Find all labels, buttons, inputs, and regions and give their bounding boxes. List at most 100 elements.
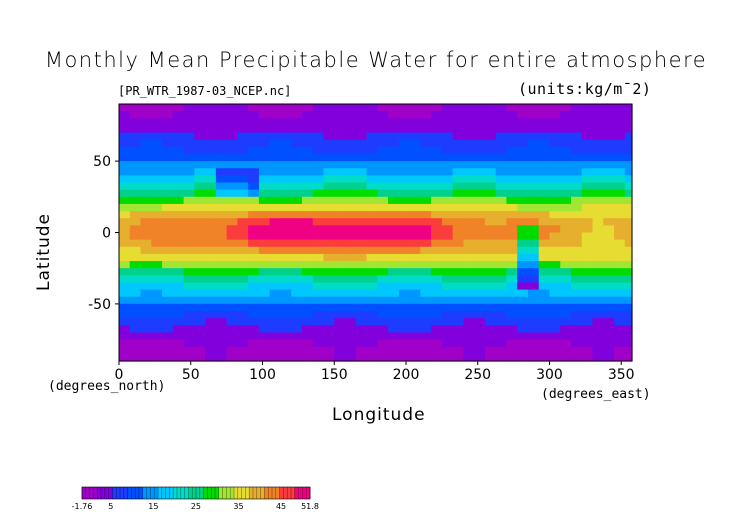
heatmap-cell bbox=[172, 261, 185, 269]
heatmap-cell bbox=[441, 239, 454, 248]
heatmap-cell bbox=[420, 125, 432, 134]
heatmap-cell bbox=[151, 111, 163, 119]
heatmap-cell bbox=[452, 225, 464, 234]
heatmap-cell bbox=[581, 153, 594, 162]
heatmap-cell bbox=[355, 203, 368, 212]
heatmap-cell bbox=[549, 346, 561, 355]
heatmap-cell bbox=[280, 353, 292, 362]
heatmap-cell bbox=[172, 289, 185, 298]
heatmap-cell bbox=[280, 289, 292, 298]
heatmap-cell bbox=[441, 211, 454, 219]
heatmap-cell bbox=[172, 146, 185, 155]
heatmap-cell bbox=[463, 246, 475, 255]
heatmap-cell bbox=[484, 175, 497, 184]
heatmap-cell bbox=[269, 146, 282, 155]
heatmap-cell bbox=[355, 339, 368, 348]
heatmap-cell bbox=[581, 232, 594, 241]
heatmap-cell bbox=[560, 332, 572, 341]
heatmap-cell bbox=[334, 182, 346, 191]
heatmap-cell bbox=[538, 261, 551, 269]
heatmap-cell bbox=[388, 246, 400, 255]
heatmap-cell bbox=[614, 168, 626, 176]
heatmap-cell bbox=[226, 175, 238, 184]
heatmap-cell bbox=[237, 325, 249, 334]
heatmap-cell bbox=[226, 232, 238, 241]
heatmap-cell bbox=[409, 311, 421, 319]
heatmap-cell bbox=[334, 239, 346, 248]
heatmap-cell bbox=[506, 332, 518, 341]
heatmap-cell bbox=[291, 175, 303, 184]
heatmap-cell bbox=[119, 332, 131, 341]
colorbar-swatch bbox=[161, 487, 166, 499]
heatmap-cell bbox=[571, 318, 583, 326]
heatmap-cell bbox=[571, 118, 583, 127]
heatmap-cell bbox=[571, 268, 583, 276]
heatmap-cell bbox=[581, 203, 594, 212]
heatmap-cell bbox=[409, 296, 421, 305]
colorbar-swatch bbox=[139, 487, 144, 499]
heatmap-cell bbox=[301, 325, 314, 334]
heatmap-cell bbox=[431, 175, 443, 184]
heatmap-cell bbox=[162, 203, 174, 212]
heatmap-cell bbox=[194, 289, 206, 298]
heatmap-cell bbox=[495, 253, 508, 262]
heatmap-cell bbox=[388, 332, 400, 341]
heatmap-cell bbox=[581, 225, 594, 234]
heatmap-cell bbox=[463, 339, 475, 348]
heatmap-cell bbox=[463, 282, 475, 291]
heatmap-cell bbox=[377, 168, 389, 176]
heatmap-cell bbox=[323, 182, 335, 191]
heatmap-cell bbox=[280, 168, 292, 176]
heatmap-cell bbox=[129, 325, 142, 334]
heatmap-cell bbox=[172, 253, 185, 262]
heatmap-cell bbox=[571, 189, 583, 198]
heatmap-cell bbox=[474, 168, 486, 176]
heatmap-cell bbox=[463, 332, 475, 341]
heatmap-cell bbox=[345, 296, 357, 305]
heatmap-cell bbox=[140, 318, 152, 326]
heatmap-cell bbox=[183, 232, 195, 241]
heatmap-cell bbox=[603, 332, 615, 341]
heatmap-cell bbox=[291, 289, 303, 298]
heatmap-cell bbox=[226, 168, 238, 176]
heatmap-cell bbox=[323, 275, 335, 284]
heatmap-cell bbox=[614, 211, 626, 219]
heatmap-cell bbox=[226, 318, 238, 326]
heatmap-cell bbox=[140, 104, 152, 112]
heatmap-cell bbox=[345, 196, 357, 205]
heatmap-cell bbox=[151, 303, 163, 312]
heatmap-cell bbox=[355, 125, 368, 134]
heatmap-cell bbox=[334, 168, 346, 176]
heatmap-cell bbox=[614, 111, 626, 119]
heatmap-cell bbox=[506, 303, 518, 312]
heatmap-cell bbox=[506, 168, 518, 176]
heatmap-cell bbox=[215, 225, 228, 234]
heatmap-cell bbox=[345, 232, 357, 241]
heatmap-cell bbox=[312, 239, 325, 248]
heatmap-cell bbox=[345, 161, 357, 169]
heatmap-cell bbox=[603, 303, 615, 312]
heatmap-cell bbox=[129, 175, 142, 184]
heatmap-cell bbox=[614, 239, 626, 248]
heatmap-cell bbox=[345, 261, 357, 269]
heatmap-cell bbox=[420, 211, 432, 219]
heatmap-cell bbox=[162, 232, 174, 241]
heatmap-cell bbox=[183, 175, 195, 184]
heatmap-cell bbox=[484, 182, 497, 191]
heatmap-cell bbox=[366, 325, 378, 334]
heatmap-cell bbox=[452, 268, 464, 276]
heatmap-cell bbox=[366, 275, 378, 284]
heatmap-cell bbox=[205, 203, 217, 212]
heatmap-cell bbox=[388, 153, 400, 162]
heatmap-cell bbox=[484, 189, 497, 198]
heatmap-cell bbox=[549, 239, 561, 248]
heatmap-cell bbox=[140, 325, 152, 334]
heatmap-cell bbox=[571, 153, 583, 162]
heatmap-cell bbox=[495, 111, 508, 119]
heatmap-cell bbox=[377, 353, 389, 362]
heatmap-cell bbox=[603, 139, 615, 148]
heatmap-cell bbox=[366, 303, 378, 312]
heatmap-cell bbox=[366, 332, 378, 341]
heatmap-cell bbox=[398, 189, 411, 198]
heatmap-cell bbox=[301, 246, 314, 255]
